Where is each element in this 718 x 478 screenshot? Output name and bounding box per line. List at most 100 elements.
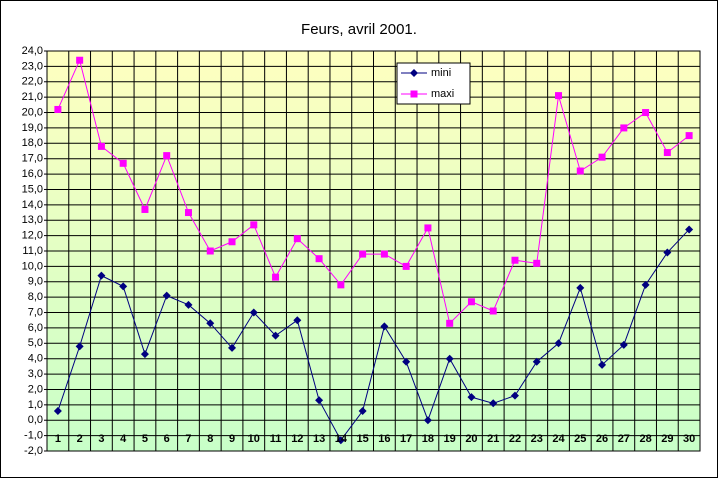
point <box>184 300 193 309</box>
x-tick-label: 25 <box>574 433 586 445</box>
point <box>380 322 389 331</box>
point <box>555 92 563 100</box>
point <box>511 256 519 264</box>
point <box>532 357 541 366</box>
point <box>54 105 62 113</box>
x-tick-label: 24 <box>552 433 565 445</box>
x-tick-label: 26 <box>596 433 608 445</box>
x-tick-label: 18 <box>422 433 434 445</box>
y-tick-label: 11,0 <box>22 245 43 257</box>
grid <box>47 50 700 452</box>
point <box>642 109 650 117</box>
y-tick-label: 24,0 <box>22 45 43 57</box>
y-tick-label: 19,0 <box>22 122 43 134</box>
point <box>249 308 258 317</box>
y-tick-label: 12,0 <box>22 230 43 242</box>
y-tick-label: 22,0 <box>22 76 43 88</box>
y-tick-label: 5,0 <box>28 337 43 349</box>
y-tick-label: 15,0 <box>22 183 43 195</box>
x-tick-label: 30 <box>683 433 695 445</box>
point <box>206 247 214 255</box>
point <box>271 331 280 340</box>
y-tick-label: 0,0 <box>28 414 43 426</box>
y-tick-label: 21,0 <box>22 91 43 103</box>
y-tick-label: 14,0 <box>22 199 43 211</box>
y-tick-label: 23,0 <box>22 60 43 72</box>
point <box>315 396 324 405</box>
y-tick-label: 4,0 <box>28 353 43 365</box>
point <box>467 298 475 306</box>
x-tick-label: 4 <box>120 433 127 445</box>
point <box>228 343 237 352</box>
point <box>75 342 84 351</box>
y-tick-label: 3,0 <box>28 368 43 380</box>
y-tick-label: 13,0 <box>22 214 43 226</box>
point <box>206 319 215 328</box>
x-tick-label: 28 <box>639 433 651 445</box>
x-tick-label: 17 <box>400 433 412 445</box>
y-tick-label: 10,0 <box>22 260 43 272</box>
point <box>293 316 302 325</box>
point <box>467 393 476 402</box>
point <box>359 250 367 258</box>
point <box>337 281 345 289</box>
y-tick-label: -1,0 <box>24 430 43 442</box>
point <box>446 319 454 327</box>
y-tick-label: 20,0 <box>22 106 43 118</box>
point <box>576 283 585 292</box>
legend-label: mini <box>431 67 451 79</box>
y-tick-label: 18,0 <box>22 137 43 149</box>
x-tick-label: 6 <box>164 433 170 445</box>
x-tick-label: 12 <box>291 433 303 445</box>
x-tick-label: 13 <box>313 433 325 445</box>
point <box>163 152 171 160</box>
series-line <box>57 58 690 325</box>
point <box>97 271 106 280</box>
point <box>663 248 672 257</box>
x-tick-label: 7 <box>185 433 191 445</box>
x-tick-label: 3 <box>98 433 104 445</box>
x-tick-label: 27 <box>618 433 630 445</box>
x-tick-label: 21 <box>487 433 499 445</box>
point <box>598 153 606 161</box>
x-tick-label: 19 <box>444 433 456 445</box>
y-tick-label: 1,0 <box>28 399 43 411</box>
point <box>598 360 607 369</box>
point <box>119 159 127 167</box>
x-tick-label: 2 <box>77 433 83 445</box>
point <box>533 259 541 267</box>
y-tick-label: -2,0 <box>24 445 43 457</box>
point <box>620 124 628 132</box>
x-tick-label: 29 <box>661 433 673 445</box>
point <box>489 307 497 315</box>
point <box>272 273 280 281</box>
x-tick-label: 14 <box>335 433 348 445</box>
point <box>554 339 563 348</box>
point <box>315 255 323 263</box>
point <box>423 416 432 425</box>
point <box>228 238 236 246</box>
x-tick-label: 5 <box>142 433 148 445</box>
point <box>510 391 519 400</box>
point <box>162 291 171 300</box>
point <box>250 221 258 229</box>
series <box>53 56 694 445</box>
point <box>641 280 650 289</box>
x-tick-label: 15 <box>356 433 368 445</box>
point <box>141 205 149 213</box>
chart-title: Feurs, avril 2001. <box>301 21 417 38</box>
point <box>402 357 411 366</box>
y-tick-label: 6,0 <box>28 322 43 334</box>
y-tick-label: 9,0 <box>28 276 43 288</box>
x-tick-label: 9 <box>229 433 235 445</box>
y-tick-label: 7,0 <box>28 306 43 318</box>
point <box>402 262 410 270</box>
x-tick-label: 10 <box>248 433 260 445</box>
legend-marker <box>410 69 418 77</box>
legend-box <box>396 62 471 105</box>
point <box>53 407 62 415</box>
x-tick-label: 16 <box>378 433 390 445</box>
legend: mini maxi <box>396 62 471 105</box>
